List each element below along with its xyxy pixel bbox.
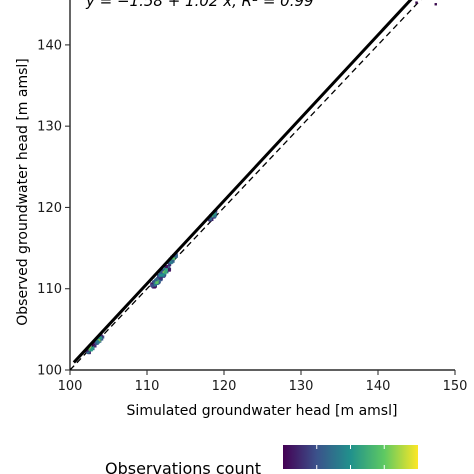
cluster-point [161, 273, 165, 277]
cluster-point [161, 271, 165, 275]
legend-colorbar [283, 445, 418, 469]
cluster-point [171, 259, 175, 263]
cluster-point [99, 334, 103, 338]
cluster-point [210, 214, 214, 218]
cluster-point [167, 268, 171, 272]
cluster-point [174, 253, 178, 257]
cluster-point [93, 344, 97, 348]
cluster-point [174, 254, 178, 258]
cluster-point [150, 284, 154, 288]
x-axis-title: Simulated groundwater head [m amsl] [127, 403, 398, 419]
cluster-point [165, 270, 169, 274]
cluster-point [91, 342, 95, 346]
y-tick-label: 110 [37, 282, 62, 297]
cluster-point [97, 338, 101, 342]
cluster-point [172, 257, 176, 261]
cluster-point [163, 271, 167, 275]
cluster-point [159, 273, 163, 277]
cluster-point [209, 217, 213, 221]
cluster-point [152, 285, 156, 289]
regression-annotation: y = −1.58 + 1.02 x, R² = 0.99 [85, 0, 314, 10]
outlier-point [415, 1, 418, 4]
axes: 100 110 120 130 140 150 100 110 120 130 140 [37, 0, 467, 394]
outlier-point [434, 3, 437, 6]
cluster-point [95, 339, 99, 343]
cluster-point [94, 341, 98, 345]
cluster-point [157, 279, 161, 283]
x-tick-label: 130 [289, 379, 314, 394]
cluster-point [99, 336, 103, 340]
cluster-point [86, 350, 90, 354]
cluster-point [152, 280, 156, 284]
x-tick-label: 120 [212, 379, 237, 394]
cluster-point [159, 270, 163, 274]
cluster-point [165, 264, 169, 268]
y-tick-label: 130 [37, 120, 62, 135]
cluster-point [159, 276, 163, 280]
x-tick-label: 100 [58, 379, 83, 394]
cluster-point [213, 214, 217, 218]
y-tick-label: 120 [37, 201, 62, 216]
x-tick-label: 110 [135, 379, 160, 394]
y-tick-label: 140 [37, 38, 62, 53]
cluster-point [91, 346, 95, 350]
fit-line [72, 0, 413, 364]
cluster-point [168, 263, 172, 267]
cluster-point [154, 278, 158, 282]
cluster-point [155, 280, 159, 284]
cluster-point [89, 348, 93, 352]
x-tick-label: 140 [366, 379, 391, 394]
cluster-point [164, 268, 168, 272]
x-tick-label: 150 [443, 379, 468, 394]
cluster-point [169, 261, 173, 265]
y-tick-label: 100 [37, 364, 62, 379]
legend-title: Observations count [105, 459, 261, 474]
plot-area [70, 0, 437, 370]
identity-line [70, 0, 422, 370]
cluster-point [153, 283, 157, 287]
y-axis-title: Observed groundwater head [m amsl] [15, 58, 31, 326]
